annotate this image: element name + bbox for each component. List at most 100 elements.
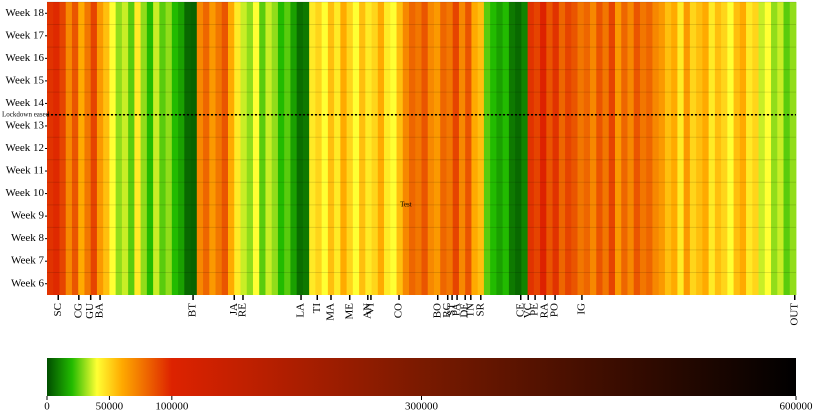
heat-column [302, 2, 310, 295]
heat-column [565, 2, 572, 295]
x-tick-label: IG [575, 303, 587, 315]
heat-column [477, 2, 485, 295]
row-label: Week 15 [5, 74, 44, 86]
row-label: Week 9 [11, 210, 45, 222]
x-tick-label: DE [459, 303, 471, 318]
heat-column [346, 2, 354, 295]
row-label: Week 16 [5, 52, 44, 64]
heat-column [265, 2, 273, 295]
x-tick-label: ME [343, 303, 355, 320]
x-tick-label: BT [187, 303, 199, 317]
heat-column [440, 2, 447, 295]
heat-column [371, 2, 379, 295]
heat-column [196, 2, 204, 295]
heat-column [340, 2, 347, 295]
x-tick-label: SR [474, 302, 486, 316]
heat-column [696, 2, 703, 295]
heat-column [115, 2, 123, 295]
row-label: Week 13 [5, 119, 44, 131]
heat-column [764, 2, 772, 295]
x-tick-label: VI [364, 303, 376, 315]
heat-column [71, 2, 79, 295]
heat-column [577, 2, 585, 295]
heat-column [458, 2, 466, 295]
heat-column [90, 2, 98, 295]
heat-column [521, 2, 529, 295]
row-label: Week 6 [11, 277, 45, 289]
heat-column [103, 2, 110, 295]
colorbar-tick-label: 0 [44, 401, 50, 413]
heat-column [327, 2, 335, 295]
heat-column [178, 2, 185, 295]
heat-column [352, 2, 360, 295]
heat-column [296, 2, 304, 295]
heat-column [171, 2, 179, 295]
heat-column [452, 2, 460, 295]
heat-column [471, 2, 479, 295]
heat-column [502, 2, 510, 295]
x-tick-label: CO [393, 303, 405, 318]
heat-column [540, 2, 547, 295]
x-tick-label: OUT [788, 303, 800, 326]
heat-column [652, 2, 660, 295]
heat-column [47, 2, 54, 295]
heat-column [733, 2, 741, 295]
annotation: Test [400, 200, 412, 208]
heat-column [259, 2, 266, 295]
x-tick-label: RE [237, 303, 249, 317]
x-tick-label: LA [295, 303, 307, 318]
row-label: Week 11 [6, 165, 44, 177]
heat-column [121, 2, 129, 295]
heat-column [240, 2, 248, 295]
x-tick-label: TN [464, 303, 476, 318]
x-tick-label: GU [84, 303, 96, 319]
heat-column [415, 2, 422, 295]
heat-column [284, 2, 291, 295]
colorbar-tick-label: 300000 [405, 401, 439, 413]
heat-column [614, 2, 622, 295]
x-tick-label: RC [441, 303, 453, 318]
heat-column [664, 2, 672, 295]
heat-column [590, 2, 597, 295]
x-tick-label: BA [94, 303, 106, 318]
heat-column [209, 2, 216, 295]
x-tick-label: AN [361, 303, 373, 319]
heat-column [702, 2, 710, 295]
heat-column [109, 2, 117, 295]
heat-column [246, 2, 254, 295]
heat-column [315, 2, 323, 295]
heat-column [552, 2, 560, 295]
x-tick-label: RA [539, 303, 551, 318]
heat-column [215, 2, 223, 295]
heat-column [421, 2, 429, 295]
heat-column [465, 2, 472, 295]
heat-column [427, 2, 435, 295]
heat-column [65, 2, 73, 295]
heat-column [602, 2, 610, 295]
x-tick-label: CG [72, 303, 84, 318]
row-label: Week 7 [11, 255, 45, 267]
heat-column [708, 2, 716, 295]
heat-column [627, 2, 635, 295]
heat-column [59, 2, 67, 295]
heat-column [396, 2, 404, 295]
heat-column [483, 2, 491, 295]
heat-column [446, 2, 454, 295]
heat-column [508, 2, 516, 295]
x-tick-label: CE [514, 303, 526, 317]
heat-column [677, 2, 685, 295]
x-tick-label: BO [431, 303, 443, 318]
heat-column [571, 2, 578, 295]
heat-column [646, 2, 653, 295]
heat-column [365, 2, 372, 295]
heat-column [153, 2, 160, 295]
heat-column [777, 2, 784, 295]
heat-column [490, 2, 497, 295]
x-tick-label: MA [325, 303, 337, 321]
heat-column [309, 2, 316, 295]
x-tick-label: ST [446, 303, 458, 316]
heat-column [515, 2, 522, 295]
colorbar-tick-label: 50000 [96, 401, 124, 413]
heat-column [140, 2, 148, 295]
heat-column [633, 2, 641, 295]
